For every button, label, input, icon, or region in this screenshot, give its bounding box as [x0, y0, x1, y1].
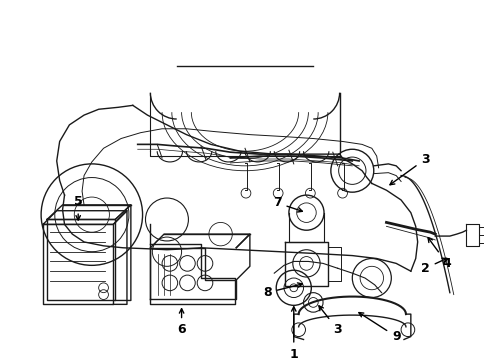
Text: 6: 6: [177, 309, 186, 336]
Text: 4: 4: [428, 238, 451, 270]
Text: 5: 5: [74, 195, 82, 220]
Text: 8: 8: [263, 283, 302, 299]
Text: 3: 3: [390, 153, 430, 185]
Text: 2: 2: [421, 258, 447, 275]
Text: 7: 7: [273, 197, 302, 212]
Text: 9: 9: [359, 312, 400, 343]
Text: 3: 3: [319, 306, 342, 336]
Text: 1: 1: [290, 307, 298, 360]
